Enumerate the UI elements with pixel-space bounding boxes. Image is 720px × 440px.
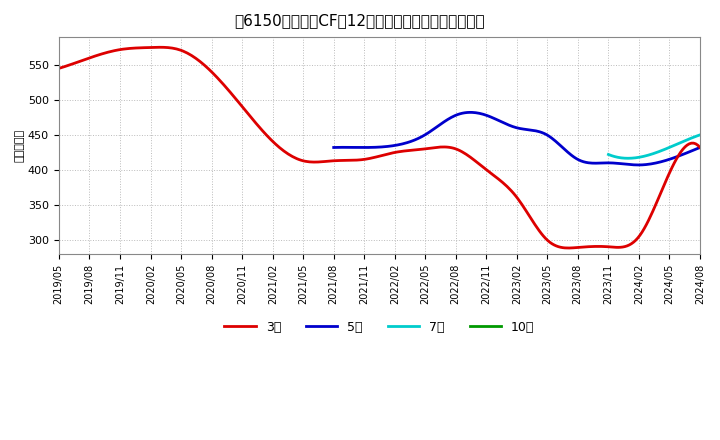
Text: ［6150］　営業CFの12か月移動合計の平均値の推移: ［6150］ 営業CFの12か月移動合計の平均値の推移 xyxy=(235,13,485,28)
Y-axis label: （百万円）: （百万円） xyxy=(15,129,25,162)
Legend: 3年, 5年, 7年, 10年: 3年, 5年, 7年, 10年 xyxy=(220,315,539,338)
